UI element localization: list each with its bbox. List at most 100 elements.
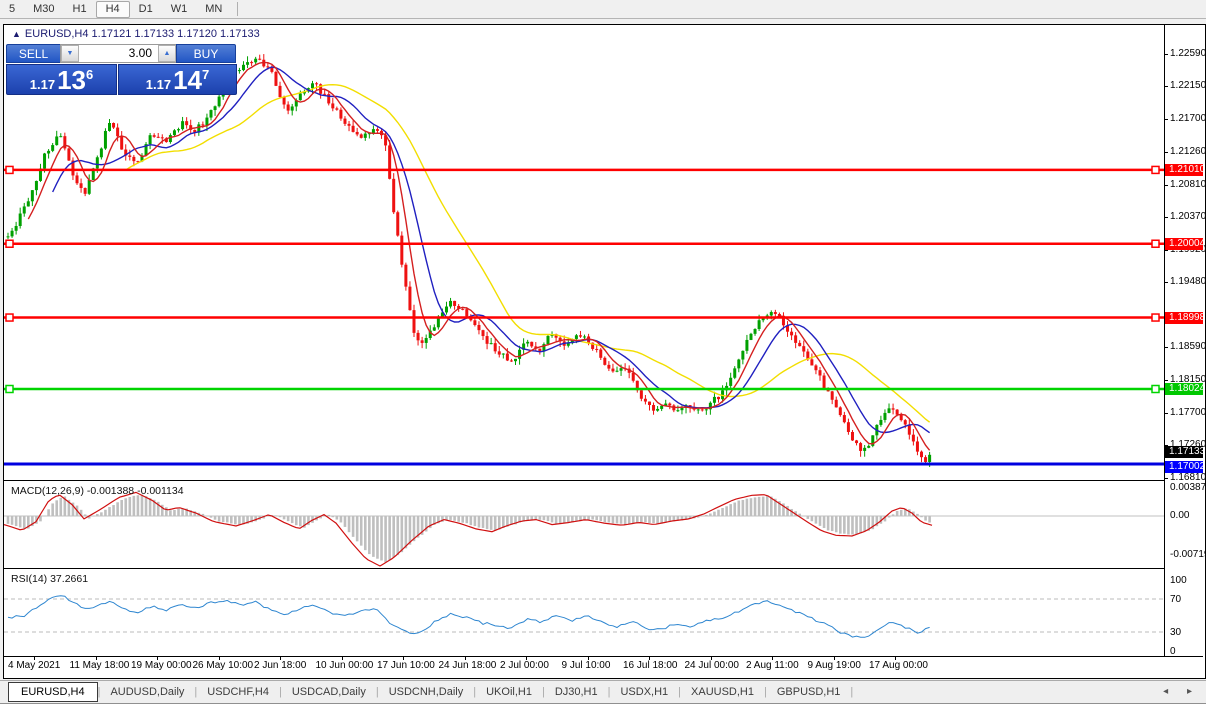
- time-axis-label: 2 Aug 11:00: [746, 660, 799, 671]
- time-axis-label: 2 Jun 18:00: [254, 660, 307, 671]
- price-tag-1.18024: 1.18024: [1165, 383, 1205, 395]
- rsi-axis-label: 0: [1170, 646, 1176, 657]
- sell-price-pip: 6: [86, 67, 94, 82]
- timeframe-button-d1[interactable]: D1: [138, 3, 153, 15]
- price-axis-label: 1.21700: [1170, 113, 1206, 125]
- time-axis-tick: [218, 657, 220, 660]
- sell-price-display[interactable]: 1.17 13 6: [6, 64, 117, 95]
- chart-tab-usdcnh[interactable]: USDCNH,Daily: [388, 686, 464, 698]
- time-axis-label: 10 Jun 00:00: [315, 660, 374, 671]
- timeframe-button-h4[interactable]: H4: [95, 0, 130, 18]
- toolbar-separator: [237, 2, 239, 16]
- buy-price-display[interactable]: 1.17 14 7: [118, 64, 237, 95]
- chart-tab-audusd[interactable]: AUDUSD,Daily: [110, 686, 185, 698]
- chart-tab-ukoil[interactable]: UKOil,H1: [486, 686, 532, 698]
- price-axis-tick: [1164, 86, 1168, 88]
- ma-mid-blue: [52, 66, 931, 434]
- pane-separator[interactable]: [4, 568, 1203, 569]
- volume-input[interactable]: 3.00: [128, 46, 152, 60]
- chart-tab-usdx[interactable]: USDX,H1: [620, 686, 669, 698]
- time-axis-label: 17 Jun 10:00: [377, 660, 435, 671]
- timeframe-button-mn[interactable]: MN: [205, 3, 223, 15]
- time-axis-tick: [649, 657, 650, 660]
- time-axis-tick: [95, 657, 97, 660]
- macd-histogram: [6, 494, 931, 563]
- ma-slow-yellow: [125, 83, 931, 423]
- rsi-line: [7, 595, 930, 638]
- price-tag-1.21010: 1.21010: [1165, 163, 1205, 176]
- price-tag-1.17002: 1.17002: [1165, 460, 1205, 473]
- price-axis-tick: [1164, 282, 1168, 284]
- rsi-indicator-canvas[interactable]: [4, 569, 1164, 656]
- timeframe-button-w1[interactable]: W1: [170, 3, 188, 15]
- tab-separator: |: [279, 686, 282, 698]
- chart-tab-dj30[interactable]: DJ30,H1: [554, 686, 598, 698]
- time-axis-label: 24 Jul 00:00: [684, 660, 740, 671]
- pane-separator: [4, 656, 1203, 657]
- tab-separator: |: [473, 686, 477, 698]
- chart-tab-gbpusd[interactable]: GBPUSD,H1: [776, 686, 841, 698]
- time-axis-tick: [895, 657, 896, 660]
- price-axis-label: 1.22590: [1170, 48, 1206, 59]
- time-axis-label: 4 May 2021: [8, 660, 61, 671]
- time-axis-label: 11 May 18:00: [69, 660, 130, 671]
- timeframe-button-h1[interactable]: H1: [72, 3, 87, 15]
- chart-window: ▲ EURUSD,H4 1.17121 1.17133 1.17120 1.171…: [3, 24, 1206, 679]
- time-axis-tick: [833, 657, 835, 660]
- chart-tab-eurusd[interactable]: EURUSD,H4: [8, 682, 98, 702]
- price-axis-label: 1.19480: [1170, 276, 1206, 288]
- timeframe-button-5[interactable]: 5: [9, 3, 16, 15]
- volume-increase-button[interactable]: ▲: [158, 45, 176, 62]
- timeframe-button-m30[interactable]: M30: [33, 3, 55, 15]
- price-axis-label: 1.20810: [1170, 178, 1206, 190]
- price-axis-separator: [1164, 25, 1165, 656]
- tab-scroll-arrows[interactable]: ◂ ▸: [1163, 686, 1200, 697]
- chart-tab-usdcad[interactable]: USDCAD,Daily: [291, 686, 366, 698]
- price-axis-tick: [1164, 249, 1168, 251]
- price-tag-1.17133: 1.17133: [1165, 446, 1205, 459]
- time-axis-label: 9 Aug 19:00: [807, 660, 861, 671]
- rsi-label: RSI(14) 37.2661: [11, 573, 89, 585]
- time-axis-label: 17 Aug 00:00: [869, 660, 928, 671]
- chart-title-text: EURUSD,H4 1.17121 1.17133 1.17120 1.1713…: [24, 28, 260, 40]
- price-axis: 1.22590 1.22150 1.21700 1.21260 1.20810 1.203…: [1164, 25, 1206, 657]
- price-axis-label: 1.18150: [1170, 373, 1206, 385]
- time-axis-label: 24 Jun 18:00: [438, 660, 497, 671]
- time-axis-tick: [526, 657, 527, 660]
- one-click-trading-panel: SELL ▼ 3.00 ▲ BUY 1.17 13 6 1.17 14 7: [6, 44, 237, 95]
- price-axis-tick: [1164, 119, 1168, 121]
- sell-button[interactable]: SELL: [6, 44, 61, 63]
- macd-signal-line: [4, 491, 933, 567]
- chart-tab-xauusd[interactable]: XAUUSD,H1: [691, 686, 754, 698]
- time-axis-tick: [464, 657, 466, 660]
- macd-axis-label: -0.00719: [1170, 549, 1206, 560]
- main-chart-canvas[interactable]: [4, 25, 1164, 480]
- price-axis-label: 1.18590: [1170, 341, 1206, 353]
- price-axis-label: 1.16810: [1170, 472, 1206, 484]
- price-axis-label: 1.21260: [1170, 145, 1206, 157]
- time-axis-label: 19 May 00:00: [131, 660, 192, 671]
- tab-separator: |: [375, 686, 379, 698]
- chart-tab-usdchf[interactable]: USDCHF,H4: [207, 686, 269, 698]
- time-axis-tick: [772, 657, 773, 660]
- buy-price-pip: 7: [202, 67, 210, 82]
- volume-decrease-button[interactable]: ▼: [61, 45, 79, 62]
- macd-label: MACD(12,26,9) -0.001388 -0.001134: [11, 485, 184, 497]
- buy-price-main: 14: [173, 65, 202, 95]
- price-axis-tick: [1164, 379, 1168, 381]
- time-axis-label: 9 Jul 10:00: [561, 660, 611, 671]
- price-axis-tick: [1164, 412, 1168, 414]
- macd-indicator-canvas[interactable]: [4, 481, 1164, 568]
- price-axis-tick: [1164, 54, 1168, 55]
- price-axis-label: 1.20370: [1170, 210, 1206, 222]
- time-axis-label: 2 Jul 00:00: [500, 660, 549, 671]
- chart-tab-bar: EURUSD,H4 | AUDUSD,Daily | USDCHF,H4 | USDCAD,…: [0, 680, 1206, 704]
- tab-separator: |: [678, 686, 682, 698]
- pane-separator[interactable]: [4, 480, 1203, 481]
- buy-button[interactable]: BUY: [176, 44, 236, 63]
- horizontal-lines-layer[interactable]: [4, 165, 1164, 466]
- price-tag-1.18998: 1.18998: [1165, 311, 1205, 324]
- tab-separator: |: [541, 686, 545, 698]
- sell-price-main: 13: [57, 65, 86, 95]
